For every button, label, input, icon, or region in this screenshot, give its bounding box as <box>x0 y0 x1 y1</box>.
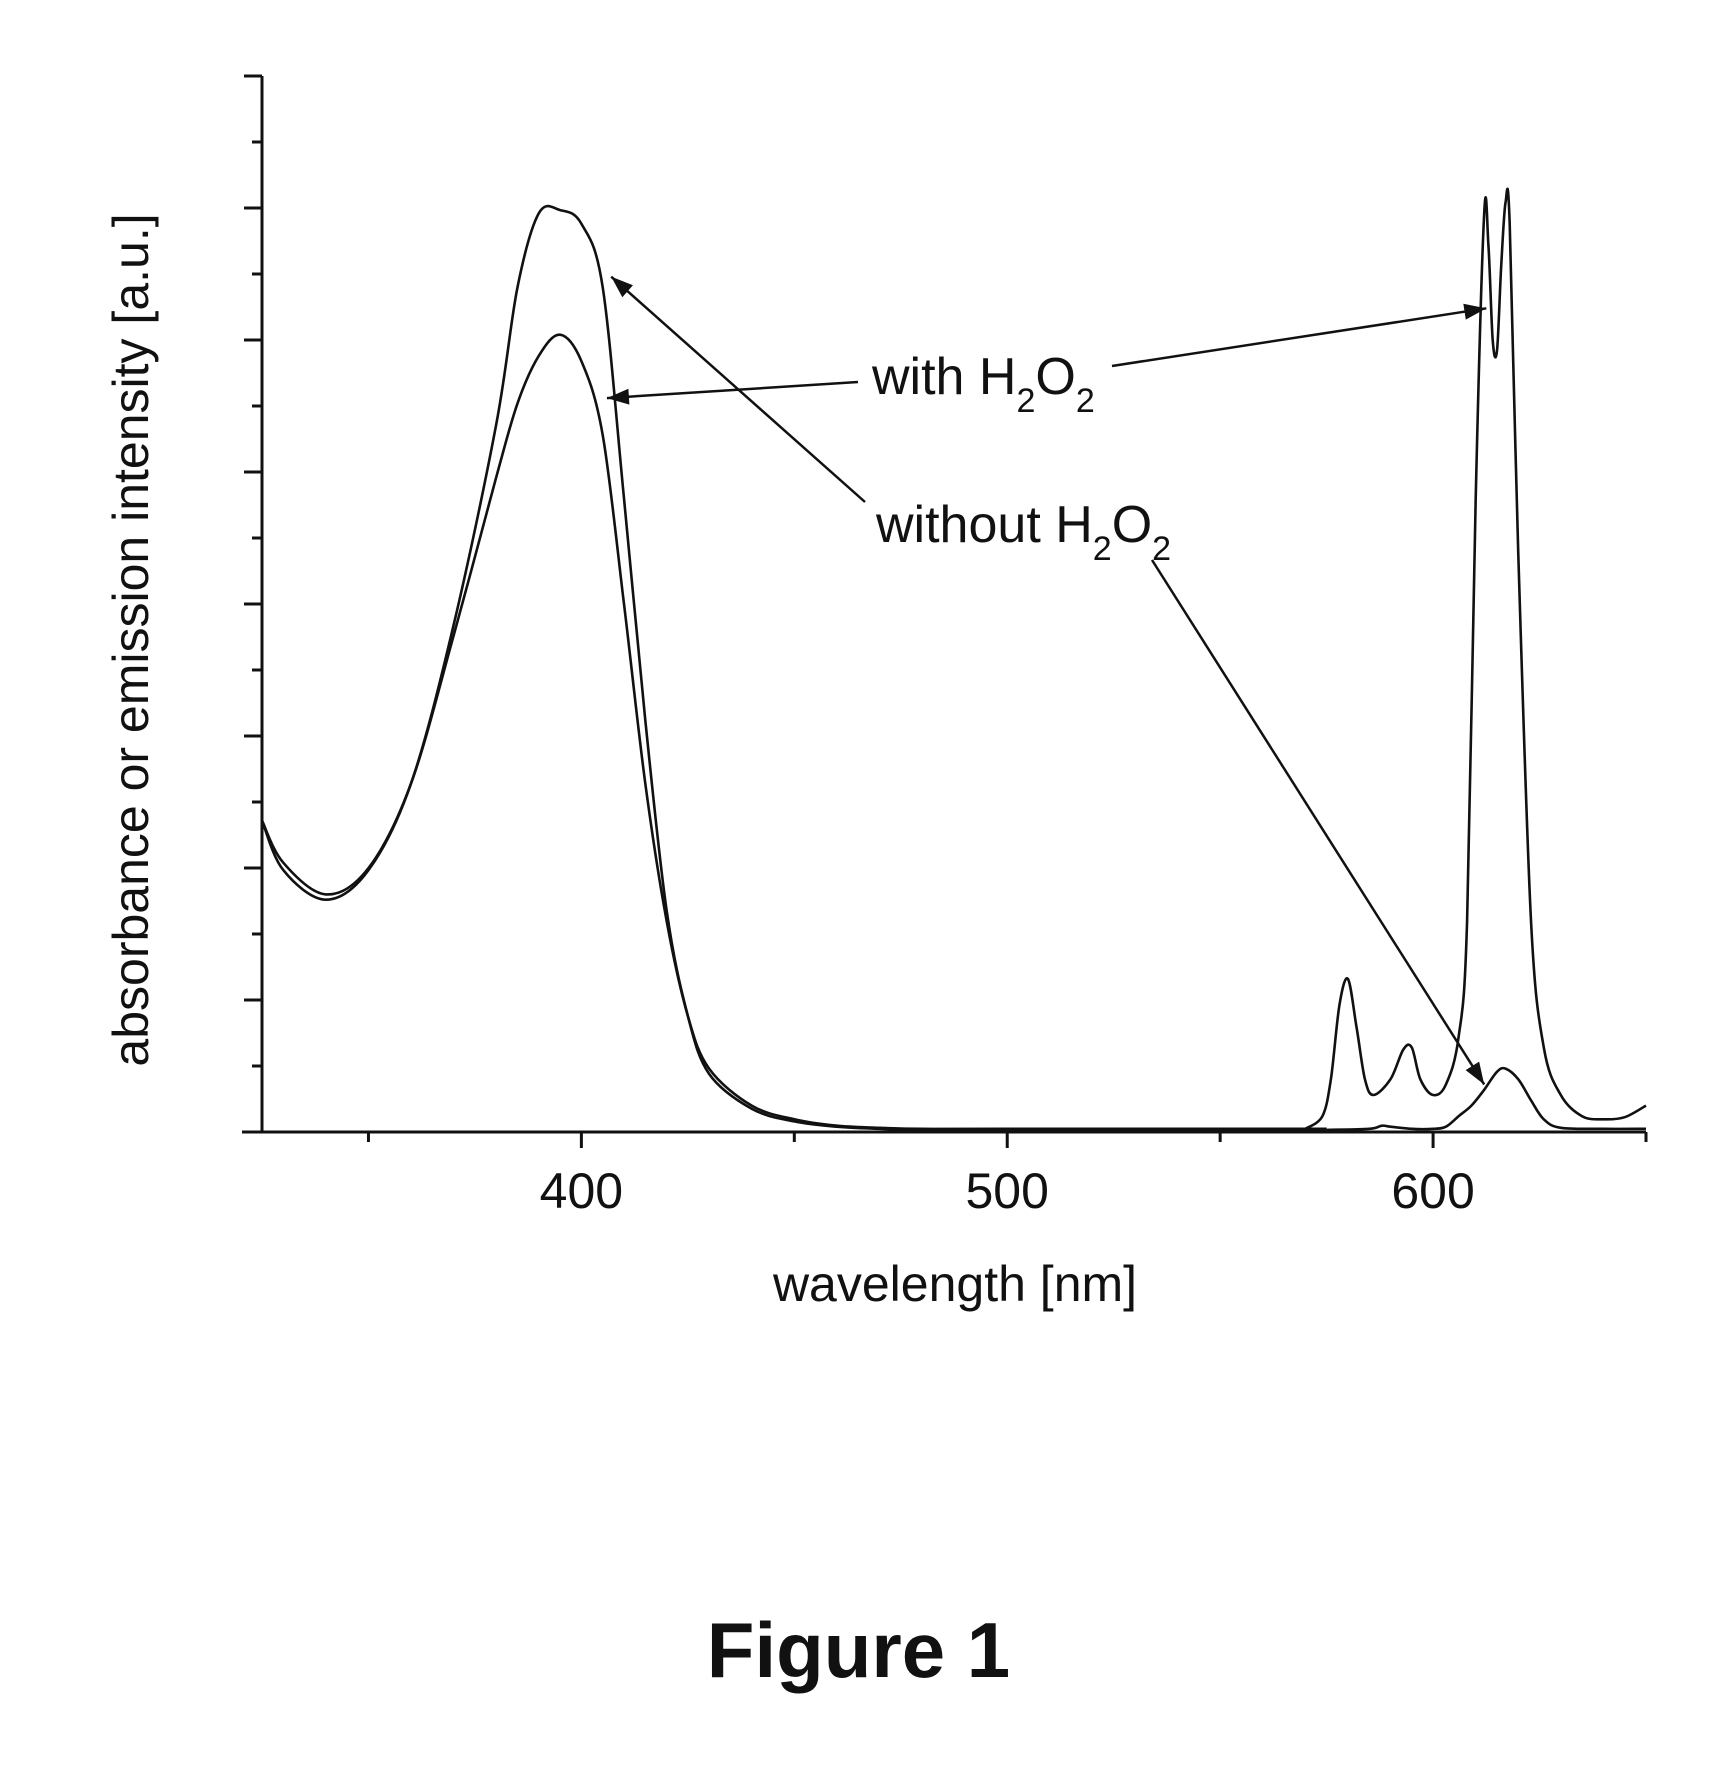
chart-ticks: 400 500 600 <box>244 76 1646 1219</box>
chart-series <box>262 189 1646 1130</box>
y-axis-label: absorbance or emission intensity [a.u.] <box>103 213 159 1066</box>
series-line-1 <box>262 335 1327 1129</box>
x-tick-label: 500 <box>966 1163 1049 1219</box>
annotation-with-h2o2: with H2O2 <box>871 348 1095 420</box>
arrow-with-to-absorbance-head <box>607 389 629 405</box>
annotation-without-h2o2: without H2O2 <box>875 496 1171 568</box>
arrow-without-to-emission-head <box>1466 1062 1485 1085</box>
svg-text:without H2O2: without H2O2 <box>875 496 1171 568</box>
arrow-with-to-emission-head <box>1463 304 1486 320</box>
arrow-without-to-absorbance-shaft <box>611 277 865 502</box>
arrow-without-to-emission-shaft <box>1152 560 1484 1084</box>
series-line-2 <box>262 206 1327 1130</box>
arrow-with-to-emission <box>1112 304 1486 366</box>
figure-caption: Figure 1 <box>0 1605 1717 1696</box>
series-line-3 <box>1305 189 1646 1129</box>
arrow-without-to-absorbance <box>611 277 865 502</box>
series-line-4 <box>1327 1068 1646 1130</box>
svg-text:with H2O2: with H2O2 <box>871 348 1095 420</box>
x-axis-label: wavelength [nm] <box>772 1256 1137 1312</box>
arrow-with-to-emission-shaft <box>1112 308 1486 366</box>
x-tick-label: 400 <box>540 1163 623 1219</box>
arrow-without-to-emission <box>1152 560 1484 1084</box>
x-tick-label: 600 <box>1391 1163 1474 1219</box>
chart-axes <box>242 76 1646 1132</box>
